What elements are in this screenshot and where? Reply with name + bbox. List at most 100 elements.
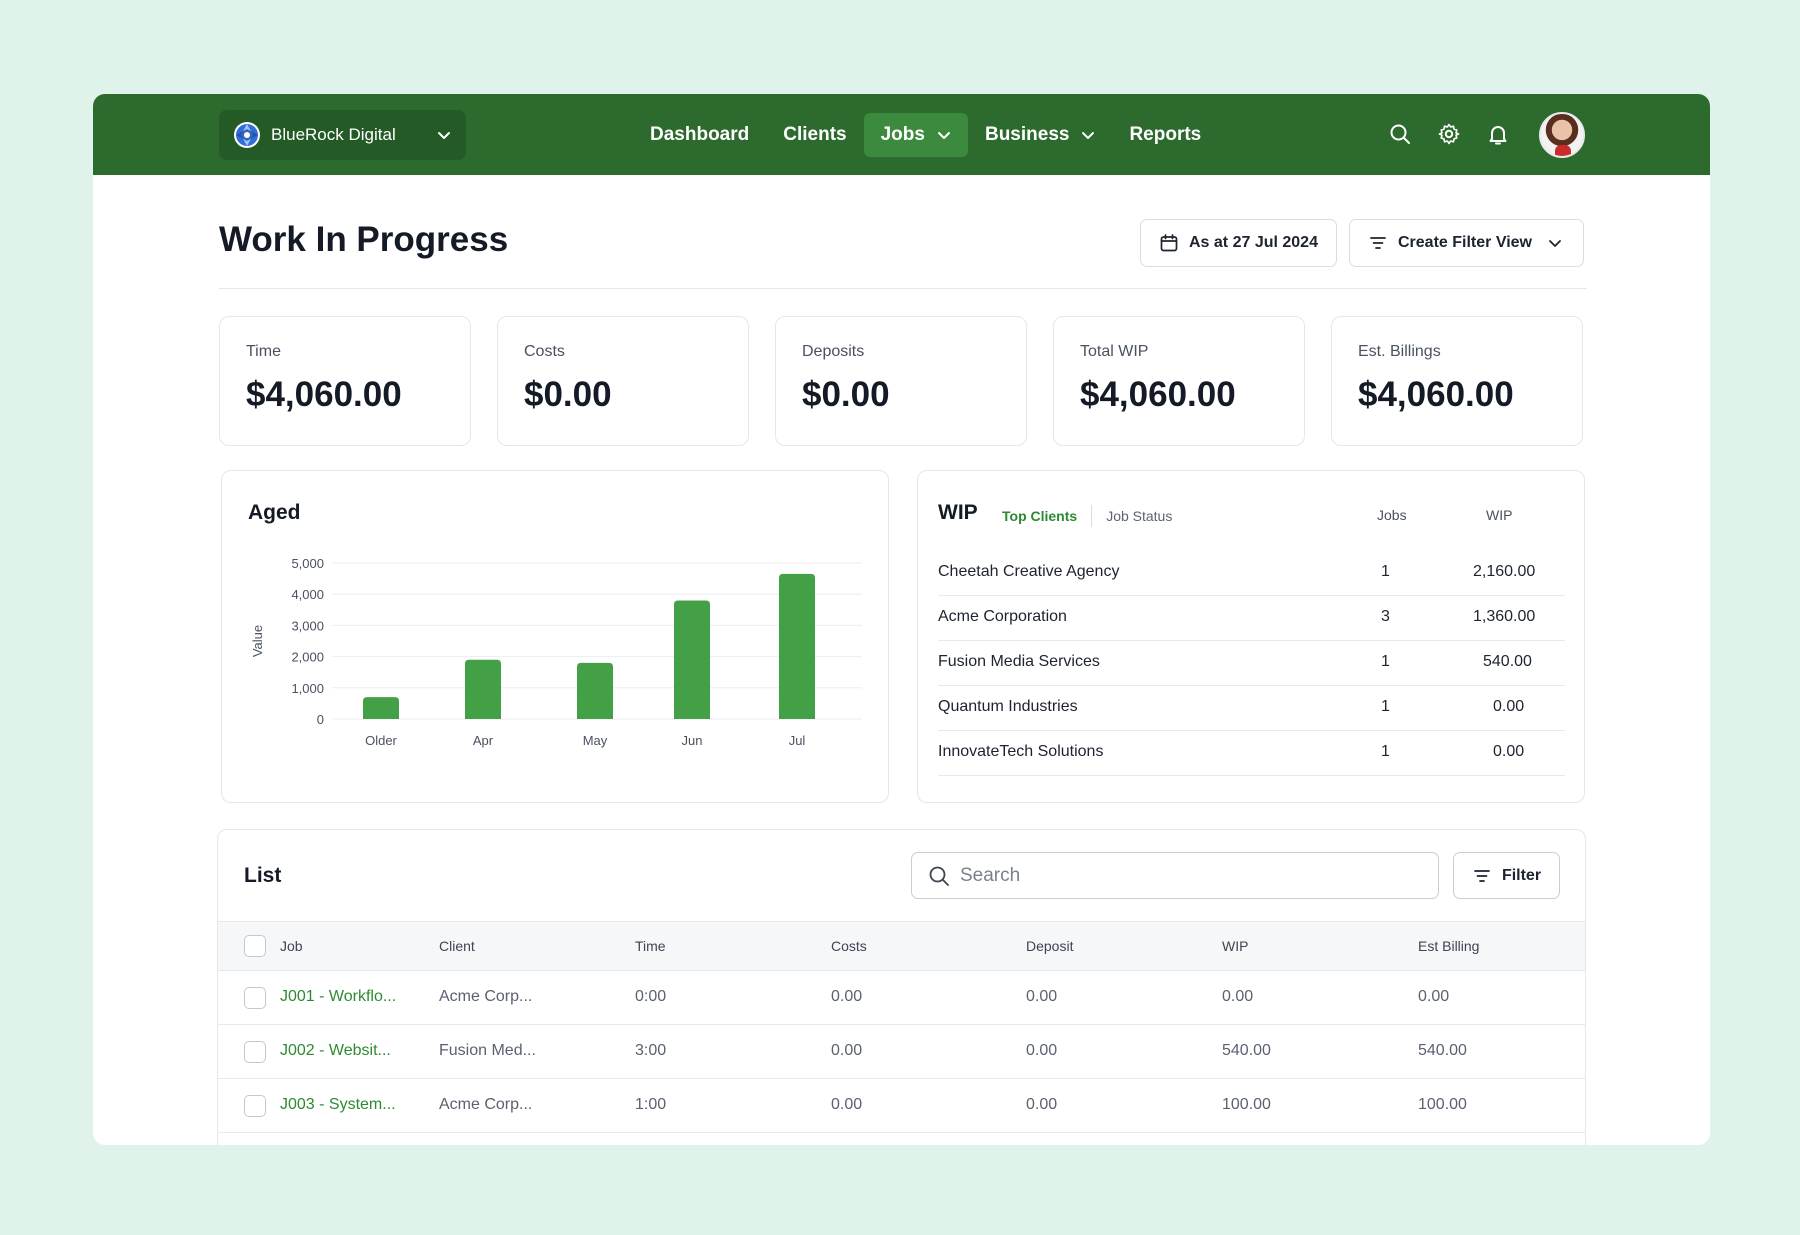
nav-clients-label: Clients bbox=[783, 124, 847, 145]
table-header: Job Client Time Costs Deposit WIP Est Bi… bbox=[218, 921, 1585, 971]
organization-switcher[interactable]: BlueRock Digital bbox=[219, 110, 466, 160]
filter-view-label: Create Filter View bbox=[1398, 234, 1532, 251]
wip-client: Acme Corporation bbox=[938, 608, 1067, 625]
tab-top-clients[interactable]: Top Clients bbox=[1002, 508, 1078, 524]
nav-reports[interactable]: Reports bbox=[1112, 113, 1218, 157]
org-name: BlueRock Digital bbox=[271, 125, 396, 144]
table-row[interactable]: J002 - Websit... Fusion Med... 3:00 0.00… bbox=[218, 1025, 1585, 1079]
cell-costs: 0.00 bbox=[831, 1042, 863, 1059]
x-tick-label: May bbox=[583, 733, 608, 748]
nav-dashboard-label: Dashboard bbox=[650, 124, 750, 145]
cell-job-link[interactable]: J003 - System... bbox=[280, 1096, 396, 1113]
bar-apr bbox=[465, 659, 501, 719]
wip-col-wip: WIP bbox=[1486, 507, 1513, 523]
gear-icon[interactable] bbox=[1437, 122, 1461, 146]
nav-business[interactable]: Business bbox=[968, 113, 1112, 157]
x-tick-label: Older bbox=[365, 733, 397, 748]
filter-lines-icon bbox=[1370, 237, 1386, 249]
chevron-down-icon bbox=[1082, 132, 1095, 139]
date-picker-button[interactable]: As at 27 Jul 2024 bbox=[1140, 219, 1337, 267]
chevron-down-icon bbox=[438, 132, 450, 139]
wip-jobs: 1 bbox=[1381, 653, 1390, 670]
cell-wip: 0.00 bbox=[1222, 988, 1254, 1005]
stat-label: Total WIP bbox=[1080, 343, 1149, 360]
cell-est-billing: 0.00 bbox=[1418, 988, 1450, 1005]
wip-row[interactable]: Acme Corporation 3 1,360.00 bbox=[938, 596, 1565, 641]
wip-col-jobs: Jobs bbox=[1377, 507, 1407, 523]
wip-client: Cheetah Creative Agency bbox=[938, 563, 1120, 580]
wip-row[interactable]: Quantum Industries 1 0.00 bbox=[938, 686, 1565, 731]
nav-dashboard[interactable]: Dashboard bbox=[633, 113, 766, 157]
top-navigation-bar: BlueRock Digital Dashboard Clients Jobs … bbox=[93, 94, 1710, 175]
tab-job-status[interactable]: Job Status bbox=[1106, 508, 1173, 524]
cell-costs: 0.00 bbox=[831, 988, 863, 1005]
cell-client: Acme Corp... bbox=[439, 988, 533, 1005]
col-wip[interactable]: WIP bbox=[1222, 938, 1249, 954]
cell-est-billing: 100.00 bbox=[1418, 1096, 1467, 1113]
wip-amount: 1,360.00 bbox=[1473, 608, 1536, 625]
wip-row[interactable]: InnovateTech Solutions 1 0.00 bbox=[938, 731, 1565, 776]
cell-time: 1:00 bbox=[635, 1096, 667, 1113]
wip-client: Quantum Industries bbox=[938, 698, 1078, 715]
chevron-down-icon bbox=[937, 132, 950, 139]
nav-jobs[interactable]: Jobs bbox=[863, 113, 968, 157]
cell-client: Acme Corp... bbox=[439, 1096, 533, 1113]
select-all-checkbox[interactable] bbox=[244, 935, 266, 957]
wip-amount: 0.00 bbox=[1493, 743, 1525, 760]
cell-client: Fusion Med... bbox=[439, 1042, 536, 1059]
nav-clients[interactable]: Clients bbox=[766, 113, 863, 157]
x-tick-label: Apr bbox=[473, 733, 494, 748]
stat-value: $4,060.00 bbox=[246, 375, 402, 414]
col-costs[interactable]: Costs bbox=[831, 938, 867, 954]
cell-job-link[interactable]: J001 - Workflo... bbox=[280, 988, 397, 1005]
cell-wip: 100.00 bbox=[1222, 1096, 1271, 1113]
row-checkbox[interactable] bbox=[244, 1095, 266, 1117]
org-logo-icon bbox=[234, 122, 260, 148]
x-tick-label: Jul bbox=[789, 733, 806, 748]
y-tick-label: 1,000 bbox=[291, 681, 324, 696]
header-divider bbox=[219, 288, 1587, 289]
main-nav: Dashboard Clients Jobs Business Reports bbox=[633, 110, 1218, 160]
list-title: List bbox=[244, 864, 282, 887]
wip-card: WIP Top Clients Job Status Jobs WIP Chee… bbox=[917, 470, 1585, 803]
wip-jobs: 1 bbox=[1381, 743, 1390, 760]
create-filter-view-button[interactable]: Create Filter View bbox=[1349, 219, 1584, 267]
bar-jun bbox=[674, 600, 710, 719]
row-checkbox[interactable] bbox=[244, 987, 266, 1009]
row-checkbox[interactable] bbox=[244, 1041, 266, 1063]
wip-client: InnovateTech Solutions bbox=[938, 743, 1104, 760]
col-time[interactable]: Time bbox=[635, 938, 666, 954]
cell-job-link[interactable]: J002 - Websit... bbox=[280, 1042, 391, 1059]
col-job[interactable]: Job bbox=[280, 938, 303, 954]
y-tick-label: 5,000 bbox=[291, 556, 324, 571]
wip-row[interactable]: Cheetah Creative Agency 1 2,160.00 bbox=[938, 551, 1565, 596]
search-icon[interactable] bbox=[1388, 122, 1412, 146]
col-est-billing[interactable]: Est Billing bbox=[1418, 938, 1480, 954]
bell-icon[interactable] bbox=[1486, 122, 1510, 146]
stat-label: Deposits bbox=[802, 343, 865, 360]
calendar-icon bbox=[1160, 234, 1178, 252]
col-deposit[interactable]: Deposit bbox=[1026, 938, 1074, 954]
cell-costs: 0.00 bbox=[831, 1096, 863, 1113]
filter-button[interactable]: Filter bbox=[1453, 852, 1560, 899]
chevron-down-icon bbox=[1549, 240, 1561, 247]
wip-amount: 2,160.00 bbox=[1473, 563, 1536, 580]
search-input[interactable]: Search bbox=[911, 852, 1439, 899]
cell-deposit: 0.00 bbox=[1026, 1096, 1058, 1113]
date-button-label: As at 27 Jul 2024 bbox=[1189, 234, 1318, 251]
wip-row[interactable]: Fusion Media Services 1 540.00 bbox=[938, 641, 1565, 686]
stat-card-deposits: Deposits $0.00 bbox=[775, 316, 1027, 446]
wip-amount: 0.00 bbox=[1493, 698, 1525, 715]
table-row[interactable]: J001 - Workflo... Acme Corp... 0:00 0.00… bbox=[218, 971, 1585, 1025]
y-tick-label: 4,000 bbox=[291, 587, 324, 602]
cell-est-billing: 540.00 bbox=[1418, 1042, 1467, 1059]
col-client[interactable]: Client bbox=[439, 938, 475, 954]
bar-may bbox=[577, 662, 613, 719]
wip-jobs: 3 bbox=[1381, 608, 1390, 625]
aged-bar-chart: 0 1,000 2,000 3,000 4,000 5,000 Value Older Apr M… bbox=[250, 556, 862, 748]
stat-label: Est. Billings bbox=[1358, 343, 1441, 360]
wip-title: WIP bbox=[938, 501, 978, 524]
aged-title: Aged bbox=[248, 501, 301, 524]
table-row[interactable]: J003 - System... Acme Corp... 1:00 0.00 … bbox=[218, 1079, 1585, 1133]
user-avatar[interactable] bbox=[1539, 112, 1585, 158]
